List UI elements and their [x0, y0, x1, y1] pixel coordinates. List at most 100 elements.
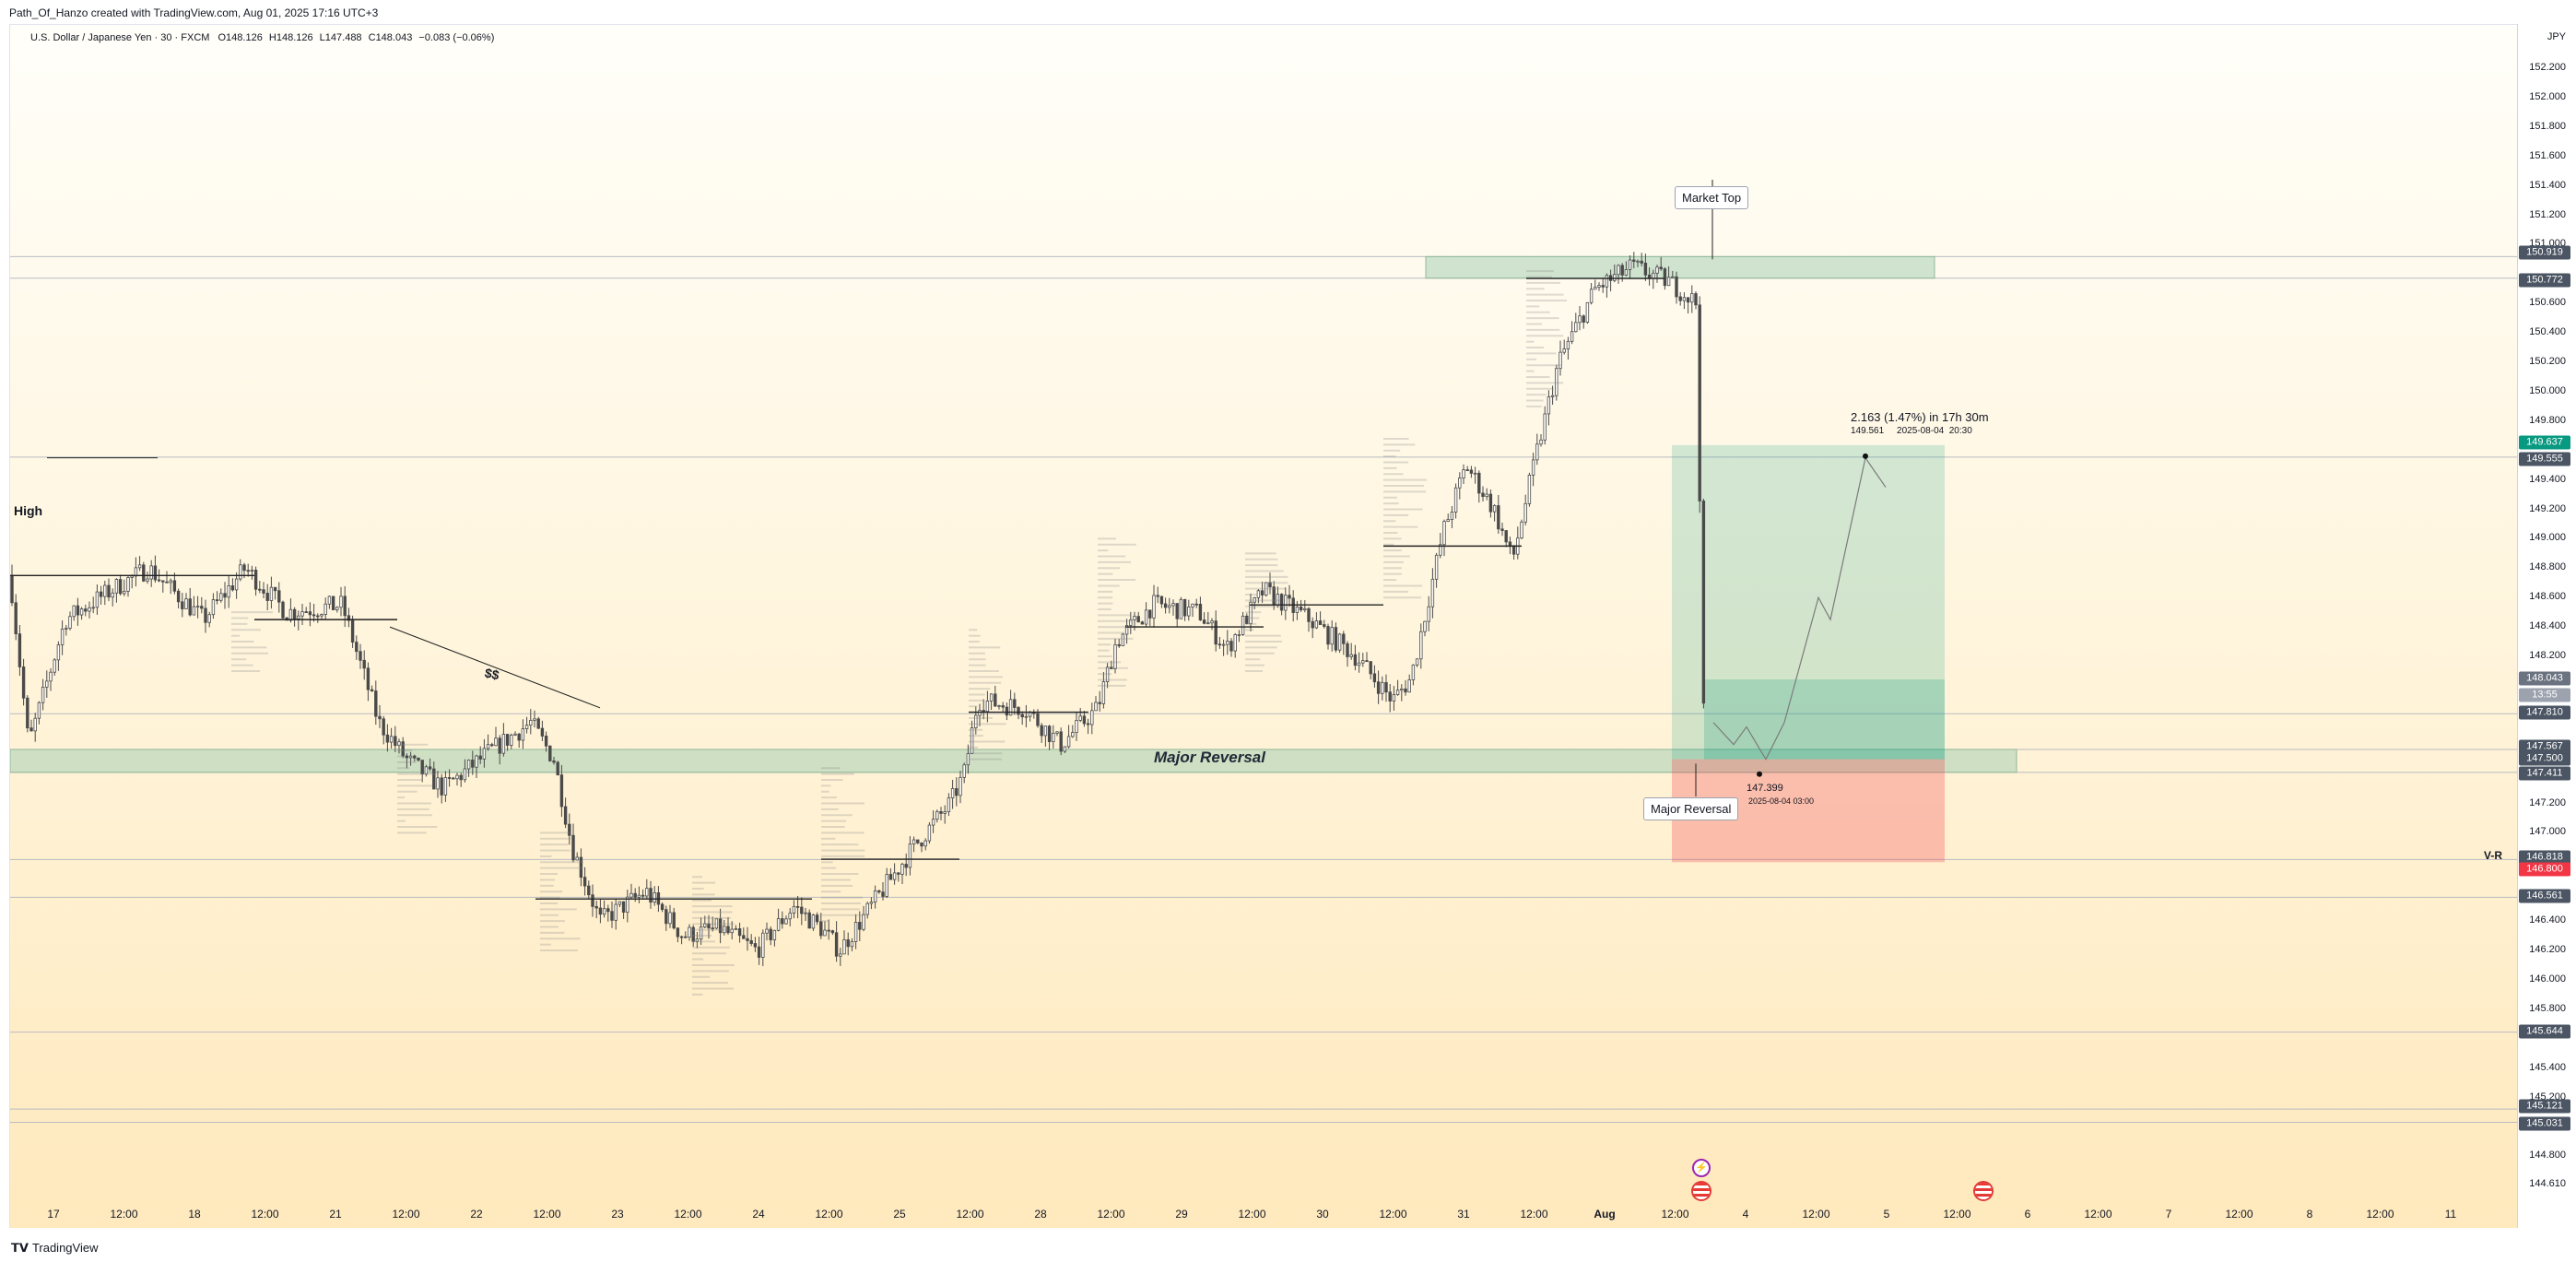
candle-body — [1307, 607, 1311, 622]
price-tick: 151.600 — [2529, 149, 2566, 161]
candle-body — [300, 611, 304, 617]
candle-body — [239, 564, 242, 580]
price-tick: 145.400 — [2529, 1061, 2566, 1073]
bolt-icon[interactable]: ⚡ — [1692, 1159, 1711, 1177]
candle-body — [14, 602, 18, 635]
candle-body — [366, 667, 371, 690]
candle-body — [900, 864, 904, 875]
candle-body — [571, 834, 575, 861]
major-reversal-callout[interactable]: Major Reversal — [1643, 797, 1739, 820]
price-tick: 148.600 — [2529, 591, 2566, 603]
candle-body — [1511, 545, 1516, 555]
candle-body — [707, 923, 711, 929]
candle-body — [1063, 746, 1067, 752]
candle-body — [215, 599, 219, 601]
price-label: 147.500 — [2519, 751, 2570, 766]
us-flag-icon[interactable] — [1975, 1183, 1992, 1199]
price-tick: 145.800 — [2529, 1002, 2566, 1014]
candle-body — [665, 909, 668, 925]
dollar-signs-label: $$ — [483, 665, 501, 683]
price-tick: 148.800 — [2529, 561, 2566, 573]
candle-body — [559, 774, 564, 808]
candle-body — [72, 605, 76, 618]
candle-body — [575, 856, 579, 861]
time-tick: 12:00 — [1943, 1208, 1971, 1221]
candle-body — [417, 757, 420, 761]
candle-body — [1295, 606, 1300, 613]
candle-body — [579, 856, 583, 879]
candle-body — [1407, 679, 1411, 693]
candle-body — [749, 940, 753, 944]
price-label: 147.567 — [2519, 739, 2570, 754]
candle-body — [273, 586, 277, 592]
time-tick: 17 — [47, 1208, 60, 1221]
candle-body — [869, 902, 874, 904]
candle-body — [312, 614, 316, 617]
candle-body — [1647, 274, 1652, 279]
price-tick: 150.000 — [2529, 384, 2566, 396]
candle-body — [134, 567, 138, 577]
candle-body — [1229, 641, 1233, 652]
market-top-callout[interactable]: Market Top — [1675, 186, 1749, 209]
candle-body — [1682, 297, 1687, 301]
candle-body — [1036, 713, 1040, 726]
price-label: 145.121 — [2519, 1099, 2570, 1114]
candle-body — [29, 727, 33, 732]
time-tick: 12:00 — [2366, 1208, 2394, 1221]
candle-body — [1078, 715, 1082, 721]
price-label: 150.919 — [2519, 245, 2570, 260]
price-tick: 146.200 — [2529, 944, 2566, 955]
candle-body — [1284, 595, 1288, 611]
candle-body — [1323, 624, 1326, 627]
candle-body — [800, 906, 804, 914]
candle-body — [776, 918, 781, 931]
candle-body — [781, 918, 784, 925]
candle-body — [389, 736, 394, 743]
candle-body — [598, 907, 603, 915]
candle-body — [742, 935, 746, 939]
candle-body — [1136, 616, 1140, 623]
candle-body — [1488, 493, 1493, 513]
candle-body — [1221, 643, 1226, 646]
candle-body — [1547, 396, 1551, 415]
candle-body — [347, 615, 351, 621]
price-tick: 150.400 — [2529, 326, 2566, 338]
candle-body — [1182, 598, 1187, 617]
candle-body — [908, 843, 912, 868]
candle-body — [888, 874, 893, 880]
candle-body — [1450, 512, 1454, 520]
candle-body — [292, 608, 297, 619]
chart-pane[interactable]: U.S. Dollar / Japanese Yen · 30 · FXCM O… — [9, 24, 2518, 1229]
candle-body — [536, 718, 540, 729]
time-tick: 28 — [1034, 1208, 1047, 1221]
candle-body — [1594, 287, 1597, 290]
candle-body — [668, 912, 672, 925]
candlestick-chart[interactable] — [10, 25, 2518, 1229]
candle-body — [413, 755, 417, 759]
candle-body — [1071, 732, 1075, 737]
candle-body — [176, 590, 181, 603]
candle-body — [65, 628, 68, 630]
candle-body — [1620, 265, 1624, 276]
time-tick: 21 — [329, 1208, 342, 1221]
candle-body — [1055, 731, 1059, 734]
candle-body — [463, 768, 467, 781]
us-flag-icon[interactable] — [1693, 1183, 1710, 1199]
candle-body — [1636, 260, 1640, 263]
candle-body — [950, 788, 955, 798]
candle-body — [521, 728, 525, 741]
tradingview-logo[interactable]: 𝗧𝗩 TradingView — [11, 1241, 98, 1256]
candle-body — [1566, 340, 1570, 349]
candle-body — [842, 938, 846, 955]
attribution-text: Path_Of_Hanzo created with TradingView.c… — [9, 6, 379, 19]
candle-body — [424, 766, 429, 775]
price-axis[interactable]: JPY 152.200 152.000 151.800 151.600 151.400 1… — [2517, 24, 2576, 1228]
candle-body — [684, 936, 688, 938]
candle-body — [1043, 725, 1048, 737]
candle-body — [1075, 720, 1078, 733]
candle-body — [1086, 723, 1090, 725]
price-label: 13:55 — [2519, 688, 2570, 702]
price-label: 145.031 — [2519, 1116, 2570, 1131]
major-reversal-zone-label: Major Reversal — [1154, 749, 1265, 766]
candle-body — [1194, 603, 1198, 606]
